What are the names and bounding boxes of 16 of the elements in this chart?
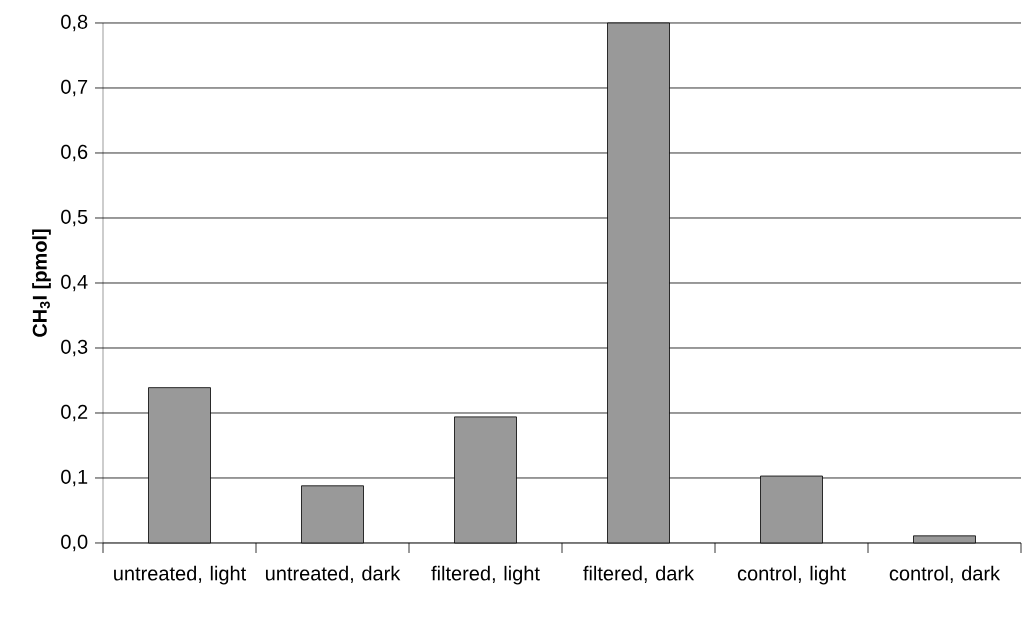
y-tick-label: 0,7 [61, 79, 88, 97]
x-tick-label: untreated, dark [265, 565, 401, 583]
y-axis-title: CH$_{3}$I [pmol] [32, 229, 51, 337]
x-tick-label: filtered, light [431, 565, 540, 585]
y-tick-label: 0,3 [61, 339, 88, 357]
y-tick-label: 0,2 [61, 404, 88, 422]
x-tick-label: control, light [737, 565, 846, 585]
y-tick-label: 0,4 [61, 274, 88, 292]
y-tick-label: 0,8 [61, 14, 88, 32]
x-tick-label: control, dark [889, 565, 1001, 583]
y-tick-label: 0,5 [61, 209, 88, 227]
x-tick-label: untreated, light [114, 565, 247, 585]
x-tick-label: filtered, dark [583, 565, 695, 583]
y-tick-label: 0,6 [61, 144, 88, 162]
y-tick-label: 0,1 [61, 469, 88, 487]
y-tick-label: 0,0 [61, 534, 88, 552]
